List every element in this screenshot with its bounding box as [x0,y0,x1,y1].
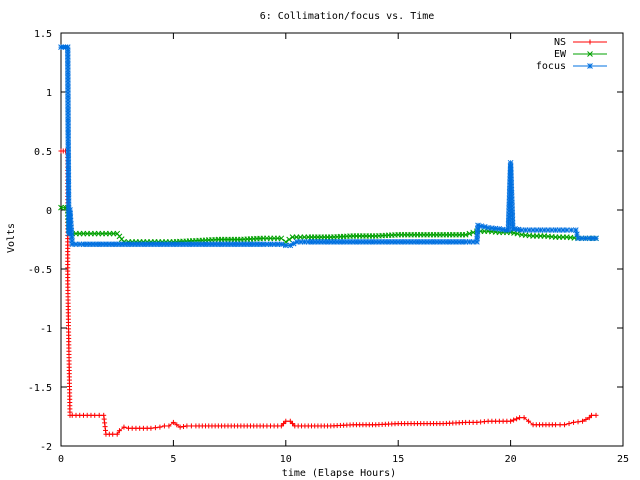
legend-label: EW [554,49,567,60]
data-point [517,415,523,421]
legend-marker [587,63,593,69]
data-point [174,422,180,428]
data-point [514,416,520,422]
data-point [583,416,589,422]
data-point [521,415,527,421]
data-point [114,431,120,437]
data-point [116,428,122,434]
data-point [286,236,293,243]
data-point [290,421,296,427]
data-point [58,204,64,211]
data-point [282,242,289,249]
y-axis-ticks: -2 -1.5 -1 -0.5 0 0.5 1 1.5 [28,29,623,453]
y-tick-label: 1.5 [34,29,52,40]
data-point [92,412,98,418]
data-point [466,230,473,237]
x-tick-label: 0 [58,454,64,465]
y-tick-label: 1 [46,88,52,99]
data-point [148,425,154,431]
data-point [574,231,580,238]
data-point [281,421,287,427]
data-point [572,227,579,233]
data-point [152,425,158,431]
y-tick-label: 0 [46,206,52,217]
data-point [580,418,586,424]
data-point [161,423,167,429]
series-focus [58,44,599,249]
y-tick-label: -1 [40,324,52,335]
data-point [511,417,517,423]
data-point [593,412,599,418]
data-point [181,424,187,430]
data-point [481,224,488,230]
data-point [568,227,575,233]
data-point [121,424,127,430]
data-point [188,423,194,429]
y-tick-label: 0.5 [34,147,52,158]
data-point [110,431,116,437]
x-tick-label: 25 [617,454,629,465]
x-tick-label: 10 [280,454,292,465]
data-point [557,422,563,428]
data-point [586,415,592,421]
legend-marker [587,39,593,45]
legend-label: focus [536,61,566,72]
chart-title: 6: Collimation/focus vs. Time [260,11,435,22]
data-point [278,235,285,242]
data-point [508,418,514,424]
data-point [562,422,568,428]
y-tick-label: -2 [40,442,52,453]
data-point [478,223,485,229]
x-tick-label: 5 [170,454,176,465]
data-point [566,421,572,427]
plot-frame [60,32,624,447]
data-point [177,424,183,430]
legend-marker [587,51,593,57]
data-point [553,422,559,428]
data-point [170,419,176,425]
data-point [593,235,599,242]
data-point [571,419,577,425]
x-axis-ticks: 0 5 10 15 20 25 [58,33,629,465]
data-point [278,241,285,248]
data-point [514,230,521,237]
x-axis-label: time (Elapse Hours) [282,468,396,479]
series-layer [58,44,599,437]
y-axis-label: Volts [6,223,17,253]
data-point [526,418,532,424]
data-point [283,418,289,424]
y-tick-label: -1.5 [28,383,52,394]
legend-label: NS [554,37,566,48]
data-point [575,419,581,425]
series-ns [58,148,599,437]
data-point [157,424,163,430]
data-point [278,423,284,429]
data-point [166,423,172,429]
data-point [563,227,570,233]
data-point [96,412,102,418]
y-tick-label: -0.5 [28,265,52,276]
data-point [184,423,190,429]
x-tick-label: 20 [505,454,517,465]
data-point [589,412,595,418]
data-point [287,418,293,424]
data-point [475,222,481,229]
data-point [144,241,151,248]
data-point [462,231,469,238]
x-tick-label: 15 [392,454,404,465]
